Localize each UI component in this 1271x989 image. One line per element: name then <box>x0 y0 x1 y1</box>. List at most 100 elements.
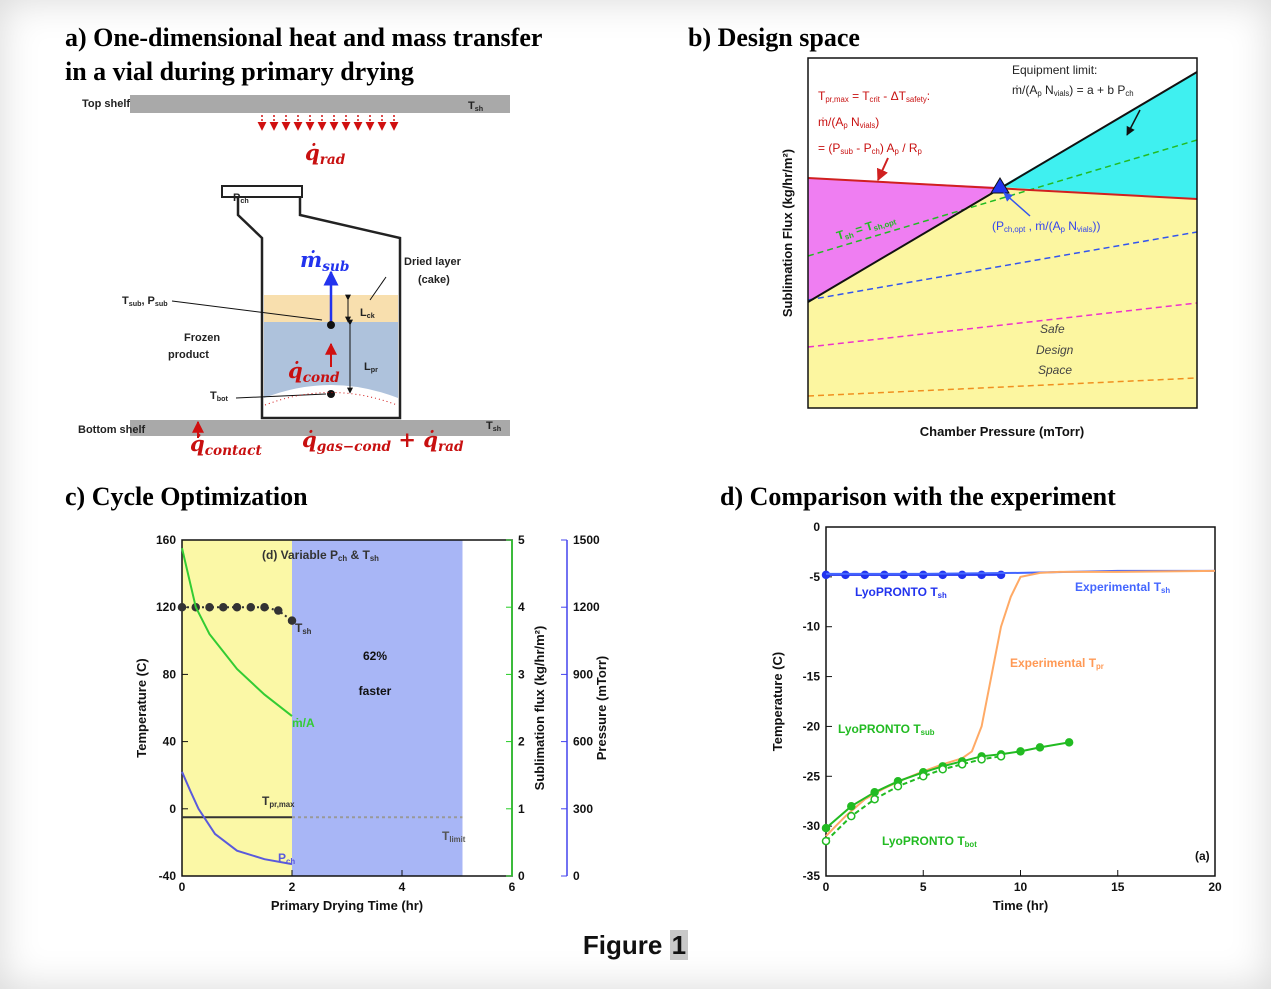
data-point <box>920 773 927 780</box>
data-point <box>1036 744 1043 751</box>
diagram-label-subscript: safety <box>906 95 927 104</box>
annotation: faster <box>359 684 392 698</box>
diagram-label: Top shelf <box>82 98 130 110</box>
diagram-label-part: q̇ <box>190 431 205 456</box>
data-point <box>1017 748 1024 755</box>
annotation-subscript: ch <box>338 554 347 563</box>
diagram-label: Equipment limit: <box>1012 63 1097 77</box>
series-label: LyoPRONTO Tsub <box>838 722 935 737</box>
series-label-subscript: sh <box>302 627 311 636</box>
y-tick-label: 40 <box>163 735 177 749</box>
diagram-label-part: - P <box>853 141 872 155</box>
caption: Figure 1 <box>0 930 1271 961</box>
y-axis-title: Temperature (C) <box>770 652 785 751</box>
diagram-label: Safe <box>1040 322 1065 336</box>
series-label: ṁ/A <box>292 716 315 730</box>
y-tick-label: 120 <box>156 600 176 614</box>
diagram-label-subscript: gas−cond <box>317 439 392 455</box>
panel-title: a) One-dimensional heat and mass transfe… <box>65 23 542 52</box>
top-shelf <box>130 95 510 113</box>
series-label: Experimental Tsh <box>1075 580 1170 595</box>
y-axis-title: Temperature (C) <box>134 658 149 757</box>
data-point <box>220 604 227 611</box>
data-point <box>871 796 878 803</box>
panel-title: c) Cycle Optimization <box>65 482 308 511</box>
y-tick-label: 0 <box>169 802 176 816</box>
diagram-label-part: q̇ <box>305 140 320 165</box>
data-point <box>823 838 830 845</box>
diagram-label-subscript: vials <box>1054 89 1070 98</box>
diagram-label: Tsub, Psub <box>122 295 168 308</box>
y-tick-label: 0 <box>573 869 580 883</box>
y-tick-label: -20 <box>803 719 821 733</box>
diagram-label-subscript: cond <box>303 370 340 386</box>
series-label-part: LyoPRONTO T <box>855 585 938 599</box>
x-axis-title: Time (hr) <box>993 898 1048 913</box>
diagram-label-part: ṁ/(A <box>1012 83 1037 97</box>
y-tick-label: 4 <box>518 600 525 614</box>
page: {"panel_a": {"title": ["a) One-dimension… <box>0 0 1271 989</box>
diagram-label-part: , P <box>141 295 154 307</box>
diagram-label-part: + q̇ <box>391 427 438 452</box>
diagram-label-part: ṁ/(A <box>818 115 843 129</box>
series-label-subscript: pr,max <box>269 800 295 809</box>
panel-title: d) Comparison with the experiment <box>720 482 1116 511</box>
diagram-label: (cake) <box>418 274 450 286</box>
diagram-label-part: / R <box>899 141 918 155</box>
series-label-subscript: sh <box>938 591 947 600</box>
data-point <box>823 825 830 832</box>
data-point <box>275 607 282 614</box>
panel-title: b) Design space <box>688 23 860 52</box>
diagram-label-subscript: ch <box>240 197 248 205</box>
diagram-label: ṁ/(Ap Nvials) = a + b Pch <box>1012 83 1134 98</box>
y-tick-label: 3 <box>518 667 525 681</box>
data-point <box>894 783 901 790</box>
series-label-subscript: sub <box>921 728 935 737</box>
data-point <box>1066 739 1073 746</box>
diagram-label-part: (P <box>992 219 1004 233</box>
y-tick-label: 300 <box>573 802 593 816</box>
annotation: (a) <box>1195 849 1210 863</box>
bot-point <box>327 390 335 398</box>
panel-title: in a vial during primary drying <box>65 57 414 86</box>
diagram-label: q̇rad <box>305 140 346 168</box>
annotation-part: & T <box>347 548 370 562</box>
diagram-label-part: q̇ <box>302 427 317 452</box>
series-label: LyoPRONTO Tbot <box>882 834 977 849</box>
data-point <box>848 803 855 810</box>
diagram-label-part: = T <box>849 89 870 103</box>
data-point <box>234 604 241 611</box>
x-tick-label: 5 <box>920 880 927 894</box>
series-label-subscript: ch <box>286 857 295 866</box>
shaded-region <box>182 540 292 876</box>
series-label: LyoPRONTO Tsh <box>855 585 947 600</box>
diagram-label-part: ) = a + b P <box>1069 83 1125 97</box>
diagram-label-subscript: ch <box>1125 89 1133 98</box>
series-label-subscript: bot <box>965 840 978 849</box>
x-tick-label: 20 <box>1208 880 1222 894</box>
y-axis-title: Sublimation flux (kg/hr/m²) <box>532 626 547 791</box>
figure: a) One-dimensional heat and mass transfe… <box>0 0 1271 925</box>
diagram-label-subscript: ch,opt <box>1004 225 1026 234</box>
diagram-label-subscript: sub <box>129 300 142 308</box>
diagram-label-part: N <box>1065 219 1077 233</box>
caption-label: Figure <box>583 930 662 960</box>
diagram-label-subscript: pr,max <box>825 95 848 104</box>
x-axis-title: Primary Drying Time (hr) <box>271 898 423 913</box>
data-point <box>261 604 268 611</box>
shaded-region <box>292 540 463 876</box>
diagram-label: = (Psub - Pch) Ap / Rp <box>818 141 923 156</box>
annotation-subscript: sh <box>370 554 379 563</box>
data-point <box>959 761 966 768</box>
diagram-label-subscript: sub <box>322 259 349 275</box>
diagram-label: Design <box>1036 343 1074 357</box>
data-point <box>939 571 946 578</box>
annotation: 62% <box>363 649 387 663</box>
data-point <box>848 813 855 820</box>
y-tick-label: -30 <box>803 819 821 833</box>
bottom-shelf <box>130 420 510 436</box>
x-tick-label: 0 <box>179 880 186 894</box>
data-point <box>959 571 966 578</box>
y-tick-label: -25 <box>803 769 821 783</box>
annotation: (d) Variable Pch & Tsh <box>262 548 379 563</box>
